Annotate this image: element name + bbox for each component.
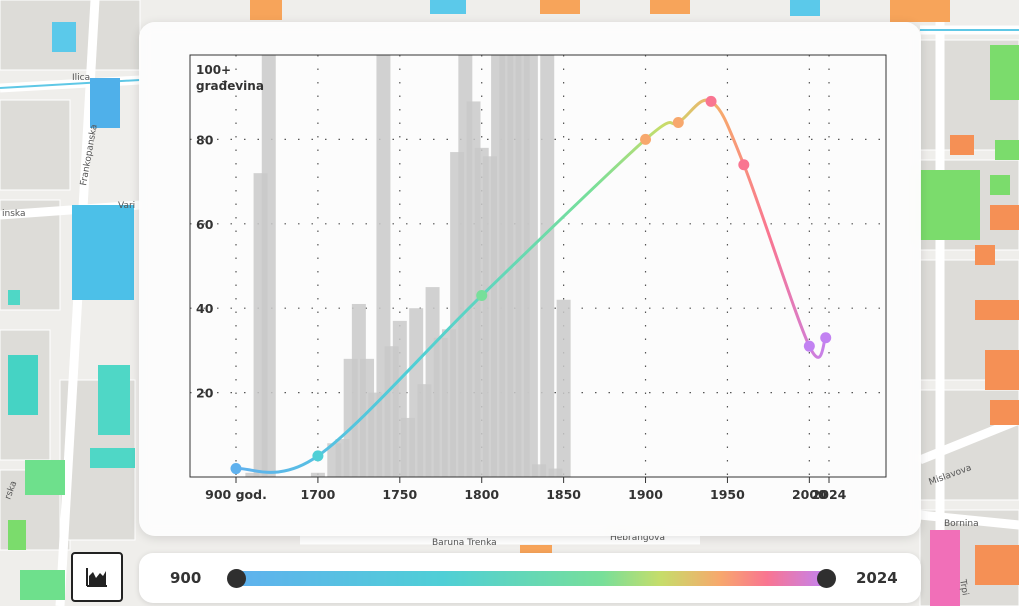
range-track[interactable] <box>236 571 826 586</box>
y-tick-label: 40 <box>196 301 214 316</box>
street-label-varsavska: Vari <box>118 201 135 211</box>
x-tick-label: 2000 <box>792 487 827 502</box>
trend-points <box>230 95 832 475</box>
range-min-label: 900 <box>170 569 202 587</box>
area-chart-icon <box>86 568 107 587</box>
trend-point[interactable] <box>705 95 717 107</box>
construction-chart: 20 40 60 80 900 god. 1700 1750 1800 1850 1900 195… <box>189 54 887 502</box>
range-max-handle[interactable] <box>817 569 836 588</box>
street-label-baruna-trenka: Baruna Trenka <box>432 538 497 548</box>
x-tick-label: 1900 <box>628 487 663 502</box>
bar[interactable] <box>261 55 276 477</box>
x-tick-label: 1950 <box>710 487 745 502</box>
y-axis-title-line2: građevina <box>196 79 264 93</box>
street-label-bornina: Bornina <box>944 519 979 529</box>
range-min-handle[interactable] <box>227 569 246 588</box>
bar[interactable] <box>523 55 538 477</box>
x-tick-label: 900 god. <box>205 487 267 502</box>
chart-toggle-button[interactable] <box>71 552 123 602</box>
year-range-slider: 900 2024 <box>139 553 921 603</box>
trend-point[interactable] <box>738 159 750 171</box>
y-tick-label: 60 <box>196 217 214 232</box>
bar[interactable] <box>548 468 563 477</box>
chart-panel: 20 40 60 80 900 god. 1700 1750 1800 1850 1900 195… <box>139 22 921 536</box>
trend-point[interactable] <box>312 450 324 462</box>
y-axis-title-line1: 100+ <box>196 63 231 77</box>
chart-grid <box>190 55 886 477</box>
range-max-label: 2024 <box>856 569 898 587</box>
trend-point[interactable] <box>230 463 242 475</box>
street-label-ilica: Ilica <box>72 73 90 83</box>
bar[interactable] <box>310 472 325 477</box>
trend-point[interactable] <box>820 332 832 344</box>
y-tick-label: 80 <box>196 132 214 147</box>
x-tick-label: 1800 <box>464 487 499 502</box>
x-tick-label: 2024 <box>812 487 847 502</box>
bar[interactable] <box>245 472 260 477</box>
chart-bars <box>245 55 571 478</box>
trend-point[interactable] <box>476 290 488 302</box>
y-tick-label: 20 <box>196 386 214 401</box>
trend-curve <box>234 98 828 474</box>
street-label-hebrangova: Hebrangova <box>610 533 665 543</box>
trend-point[interactable] <box>672 117 684 129</box>
x-tick-label: 1750 <box>382 487 417 502</box>
y-axis-ticks: 20 40 60 80 <box>196 132 214 400</box>
x-tick-label: 1700 <box>301 487 336 502</box>
trend-point[interactable] <box>640 133 652 145</box>
trend-point[interactable] <box>803 340 815 352</box>
street-label-trpimirova: Trpi <box>957 578 970 597</box>
bar[interactable] <box>556 299 571 477</box>
bar[interactable] <box>540 55 555 477</box>
street-label-west: inska <box>2 209 25 219</box>
x-tick-label: 1850 <box>546 487 581 502</box>
chart-plot-frame <box>189 54 887 478</box>
